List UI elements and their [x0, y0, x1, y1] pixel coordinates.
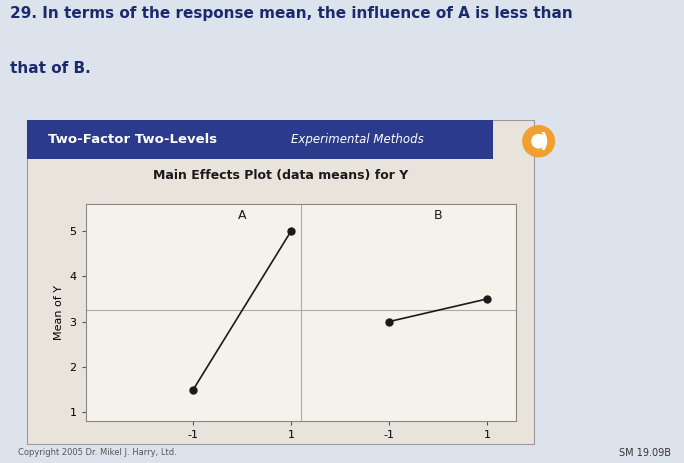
Text: Experimental Methods: Experimental Methods: [291, 133, 423, 146]
Circle shape: [523, 125, 555, 157]
Text: SM 19.09B: SM 19.09B: [619, 448, 671, 457]
Text: ): ): [540, 131, 549, 151]
Bar: [27, 120, 493, 159]
Text: Copyright 2005 Dr. Mikel J. Harry, Ltd.: Copyright 2005 Dr. Mikel J. Harry, Ltd.: [18, 448, 176, 457]
Text: that of B.: that of B.: [10, 61, 91, 76]
Circle shape: [532, 135, 545, 148]
Text: A: A: [238, 209, 246, 222]
Text: B: B: [434, 209, 443, 222]
Y-axis label: Mean of Y: Mean of Y: [54, 285, 64, 340]
Text: Main Effects Plot (data means) for Y: Main Effects Plot (data means) for Y: [153, 169, 408, 182]
Text: Two-Factor Two-Levels: Two-Factor Two-Levels: [48, 133, 217, 146]
Text: 29. In terms of the response mean, the influence of A is less than: 29. In terms of the response mean, the i…: [10, 6, 573, 20]
